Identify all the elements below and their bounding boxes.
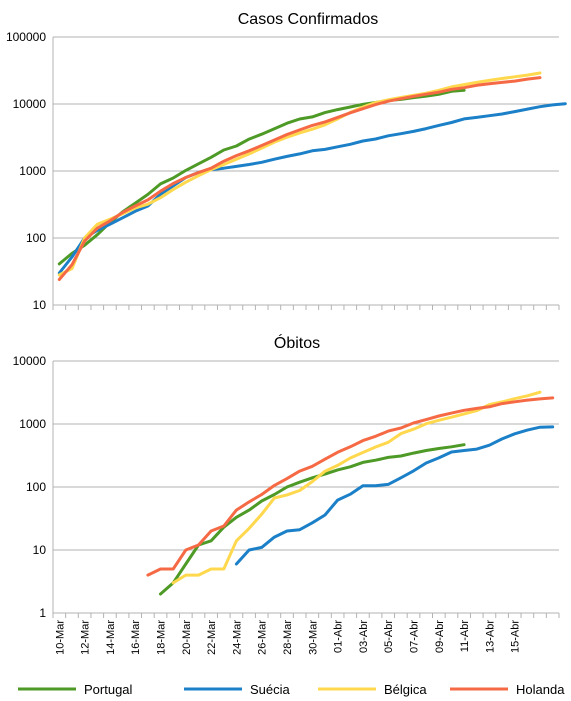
legend: Portugal Suécia Bélgica Holanda — [18, 682, 565, 697]
y-tick-label: 10000 — [13, 97, 47, 111]
x-tick-label: 03-Abr — [358, 620, 370, 653]
y-tick-label: 10 — [33, 298, 47, 312]
x-tick-label: 22-Mar — [206, 620, 218, 655]
series-line-bélgica — [57, 71, 542, 277]
x-tick-label: 15-Abr — [510, 620, 522, 653]
legend-label: Bélgica — [384, 682, 427, 697]
y-tick-label: 100 — [26, 480, 46, 494]
y-tick-label: 1 — [39, 606, 46, 620]
x-tick-label: 11-Abr — [459, 620, 471, 653]
chart-title: Casos Confirmados — [238, 11, 379, 28]
x-tick-label: 30-Mar — [307, 620, 319, 655]
x-tick-label: 05-Abr — [383, 620, 395, 653]
series-line-holanda — [57, 76, 542, 281]
plot-area-bottom: 1 10 100 1000 10000 10-Mar 12-Mar 14-Mar 16-Mar 1… — [13, 354, 560, 655]
x-tick-label: 14-Mar — [105, 620, 117, 655]
x-tick-label: 24-Mar — [231, 620, 243, 655]
series-line-suécia — [234, 425, 555, 566]
x-tick-label: 01-Abr — [333, 620, 345, 653]
series-line-bélgica — [171, 390, 542, 585]
legend-label: Suécia — [250, 682, 291, 697]
x-tick-label: 13-Abr — [484, 620, 496, 653]
y-tick-label: 1000 — [19, 164, 46, 178]
legend-label: Holanda — [516, 682, 565, 697]
series-line-portugal — [159, 443, 466, 596]
x-tick-label: 12-Mar — [80, 620, 92, 655]
plot-area-top: 10 100 1000 10000 100000 — [6, 30, 567, 312]
y-tick-label: 100 — [26, 231, 46, 245]
x-tick-label: 18-Mar — [156, 620, 168, 655]
y-tick-label: 10 — [33, 543, 47, 557]
series-line-suécia — [57, 102, 567, 275]
x-tick-label: 28-Mar — [282, 620, 294, 655]
y-tick-label: 100000 — [6, 30, 46, 44]
x-tick-label: 09-Abr — [434, 620, 446, 653]
y-tick-label: 10000 — [13, 354, 47, 368]
x-tick-label: 16-Mar — [130, 620, 142, 655]
x-tick-label: 20-Mar — [181, 620, 193, 655]
chart-title: Óbitos — [274, 333, 320, 352]
x-tick-label: 10-Mar — [54, 620, 66, 655]
series-line-holanda — [146, 396, 555, 577]
y-tick-label: 1000 — [19, 417, 46, 431]
x-tick-label: 07-Abr — [409, 620, 421, 653]
x-tick-label: 26-Mar — [257, 620, 269, 655]
legend-label: Portugal — [84, 682, 133, 697]
